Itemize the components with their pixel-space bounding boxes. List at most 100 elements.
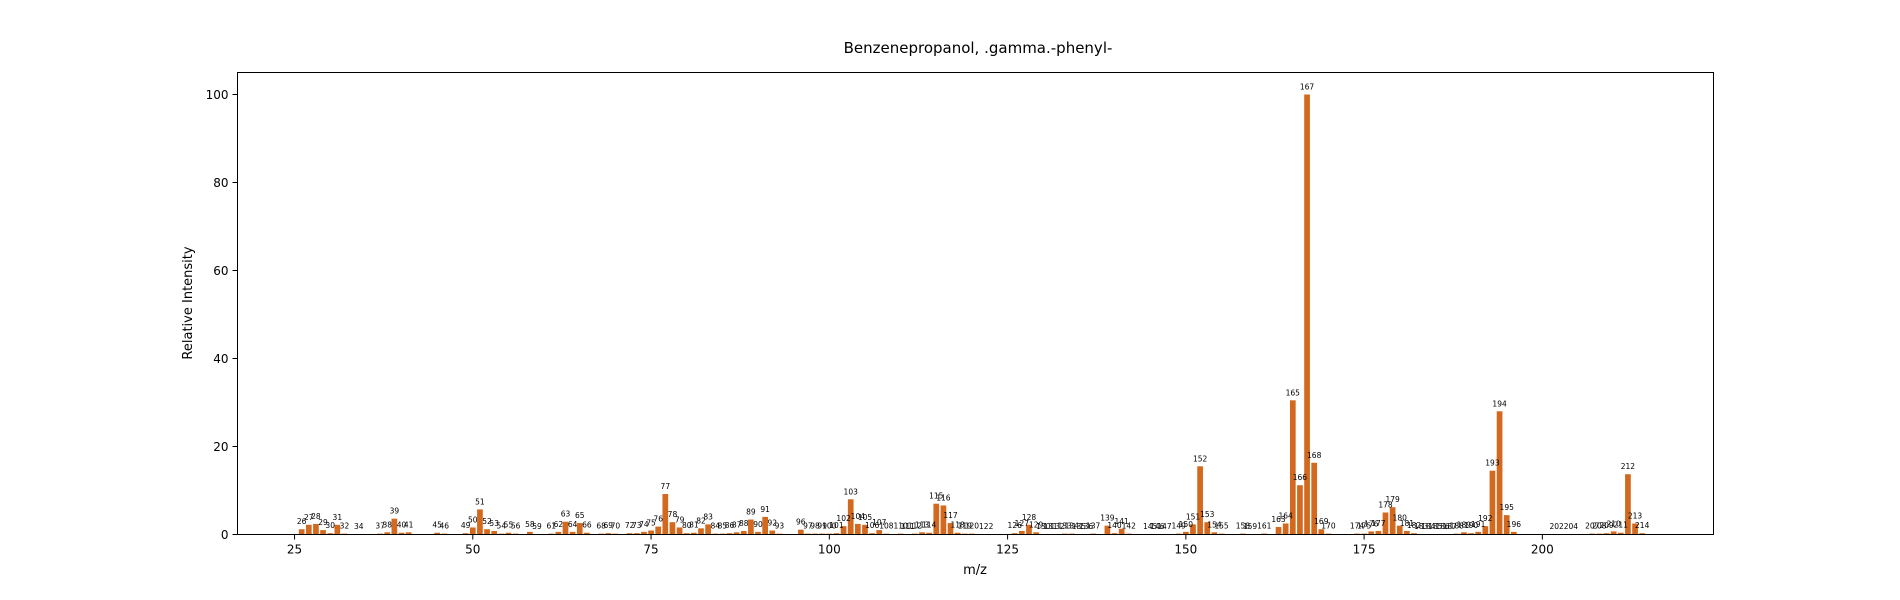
peak-label-193: 193 (1485, 459, 1500, 468)
bar-mz-45 (434, 532, 440, 535)
peak-label-129: 129 (1029, 520, 1044, 529)
peak-label-196: 196 (1507, 520, 1522, 529)
bar-mz-196 (1511, 531, 1517, 535)
peak-label-107: 107 (872, 518, 887, 527)
peak-label-30: 30 (325, 521, 335, 530)
peak-label-168: 168 (1307, 451, 1322, 460)
bar-mz-107 (876, 530, 883, 535)
peak-label-61: 61 (546, 522, 556, 531)
peak-label-76: 76 (653, 515, 663, 524)
peak-label-127: 127 (1015, 519, 1030, 528)
bar-mz-55 (505, 532, 512, 535)
peak-label-139: 139 (1100, 514, 1115, 523)
bar-mz-189 (1461, 532, 1467, 535)
peak-label-108: 108 (879, 522, 894, 531)
peak-label-165: 165 (1286, 388, 1301, 397)
peak-label-117: 117 (943, 511, 958, 520)
bar-mz-192 (1482, 526, 1489, 535)
peak-label-90: 90 (753, 520, 763, 529)
bar-mz-191 (1475, 531, 1482, 535)
x-axis: 25 50 75 100 125 150 175 200 (287, 534, 1554, 557)
bar-mz-167 (1304, 94, 1310, 535)
peak-label-132: 132 (1050, 522, 1065, 531)
peak-label-81: 81 (689, 521, 699, 530)
bar-mz-182 (1411, 533, 1417, 535)
bar-mz-31 (334, 524, 341, 535)
peak-label-49: 49 (461, 521, 471, 530)
bar-mz-64 (569, 531, 576, 535)
peak-label-26: 26 (297, 517, 307, 526)
bar-mz-103 (847, 499, 854, 535)
peak-label-179: 179 (1385, 495, 1400, 504)
peak-label-207: 207 (1585, 522, 1600, 531)
bar-mz-106 (869, 533, 875, 535)
x-tick-label-125: 125 (996, 543, 1019, 557)
peak-label-78: 78 (668, 510, 678, 519)
peak-label-186: 186 (1435, 522, 1450, 531)
bar-mz-26 (298, 529, 305, 535)
peak-label-112: 112 (908, 522, 923, 531)
bar-mz-140 (1111, 533, 1118, 535)
bar-mz-163 (1275, 527, 1282, 535)
bar-mz-52 (484, 529, 490, 535)
peak-label-102: 102 (836, 514, 851, 523)
peak-label-40: 40 (397, 521, 407, 530)
peak-label-84: 84 (710, 522, 720, 531)
peak-label-89: 89 (746, 508, 756, 517)
peak-label-98: 98 (810, 522, 820, 531)
peak-label-128: 128 (1022, 513, 1037, 522)
peak-label-154: 154 (1207, 520, 1222, 529)
x-axis-label: m/z (963, 563, 987, 578)
peak-label-194: 194 (1492, 399, 1507, 408)
bar-mz-80 (683, 533, 690, 535)
y-axis: 0 20 40 60 80 100 (206, 88, 238, 542)
bar-mz-87 (733, 532, 740, 535)
bar-mz-51 (477, 509, 483, 535)
peak-label-131: 131 (1043, 522, 1058, 531)
bar-mz-194 (1496, 411, 1503, 535)
peak-label-166: 166 (1293, 473, 1308, 482)
peak-label-120: 120 (965, 522, 980, 531)
peak-label-31: 31 (333, 513, 343, 522)
bar-mz-113 (919, 532, 925, 535)
y-tick-label-0: 0 (221, 528, 229, 542)
peak-label-83: 83 (703, 512, 713, 521)
bar-mz-83 (705, 524, 711, 535)
peak-label-110: 110 (893, 522, 908, 531)
bar-mz-141 (1118, 528, 1125, 535)
peak-label-135: 135 (1072, 522, 1087, 531)
peak-label-64: 64 (568, 520, 578, 529)
peak-label-122: 122 (979, 522, 994, 531)
peak-label-72: 72 (625, 521, 635, 530)
bar-mz-86 (726, 533, 733, 535)
peak-label-56: 56 (511, 522, 521, 531)
peak-label-175: 175 (1357, 522, 1372, 531)
bar-mz-115 (933, 503, 940, 535)
peak-label-210: 210 (1607, 519, 1622, 528)
peak-label-145: 145 (1143, 522, 1158, 531)
peak-label-75: 75 (646, 519, 656, 528)
bar-mz-91 (762, 516, 768, 535)
peak-label-136: 136 (1079, 522, 1094, 531)
bar-mz-79 (676, 527, 683, 535)
peak-label-37: 37 (375, 522, 385, 531)
bar-mz-128 (1026, 524, 1032, 535)
bar-mz-49 (462, 533, 469, 535)
peak-label-41: 41 (404, 520, 414, 529)
bar-mz-181 (1404, 530, 1410, 535)
bar-mz-58 (527, 531, 533, 535)
bar-mz-53 (491, 530, 498, 535)
x-tick-label-25: 25 (287, 543, 302, 557)
peak-label-59: 59 (532, 522, 542, 531)
peak-label-65: 65 (575, 511, 585, 520)
peak-label-140: 140 (1107, 521, 1122, 530)
bar-mz-62 (555, 531, 562, 535)
bar-mz-153 (1204, 522, 1211, 535)
peak-label-202: 202 (1549, 522, 1564, 531)
peak-label-189: 189 (1457, 520, 1472, 529)
peak-label-54: 54 (497, 522, 507, 531)
peak-label-177: 177 (1371, 519, 1386, 528)
peak-label-182: 182 (1407, 521, 1422, 530)
plot-frame (237, 72, 1714, 535)
